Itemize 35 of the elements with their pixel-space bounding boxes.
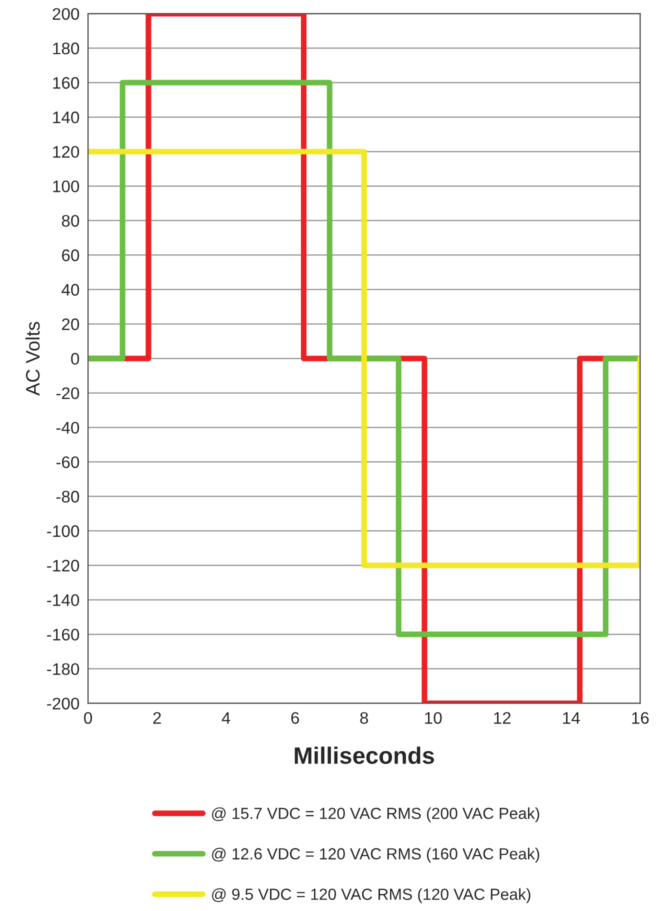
y-tick-label: 180 (53, 42, 80, 54)
legend-label: @ 9.5 VDC = 120 VAC RMS (120 VAC Peak) (212, 888, 530, 904)
y-tick-label: 60 (62, 249, 80, 262)
y-axis-title: AC Volts (25, 322, 40, 396)
y-tick-label: 0 (71, 352, 80, 365)
y-tick-label: 80 (62, 214, 80, 227)
y-tick-label: -20 (56, 387, 80, 400)
legend-label: @ 15.7 VDC = 120 VAC RMS (200 VAC Peak) (212, 807, 540, 822)
y-tick-label: -100 (47, 525, 80, 538)
y-tick-label: -140 (47, 594, 80, 606)
y-tick-label: 120 (53, 146, 80, 158)
y-tick-label: -120 (47, 560, 80, 572)
y-tick-label: -160 (47, 628, 80, 641)
y-tick-label: 200 (52, 8, 80, 20)
x-tick-label: 0 (84, 712, 92, 724)
x-tick-label: 2 (153, 712, 161, 724)
y-tick-label: -200 (47, 698, 80, 710)
x-tick-label: 10 (425, 712, 442, 724)
x-tick-label: 6 (291, 712, 299, 724)
y-tick-label: -60 (56, 456, 80, 468)
x-tick-label: 8 (360, 712, 368, 724)
x-tick-label: 4 (222, 712, 230, 724)
y-tick-label: -40 (56, 422, 80, 434)
x-tick-label: 16 (632, 712, 649, 724)
y-tick-label: 160 (53, 77, 80, 89)
x-tick-label: 14 (563, 712, 580, 724)
y-tick-label: 100 (53, 180, 80, 192)
x-tick-label: 12 (494, 712, 511, 724)
y-tick-label: 140 (53, 112, 80, 124)
legend-label: @ 12.6 VDC = 120 VAC RMS (160 VAC Peak) (212, 848, 540, 863)
x-axis-title: Milliseconds (294, 746, 434, 764)
y-tick-label: -80 (56, 490, 80, 503)
y-tick-label: 40 (62, 284, 80, 296)
y-tick-label: -180 (47, 663, 80, 676)
y-tick-label: 20 (62, 318, 80, 330)
